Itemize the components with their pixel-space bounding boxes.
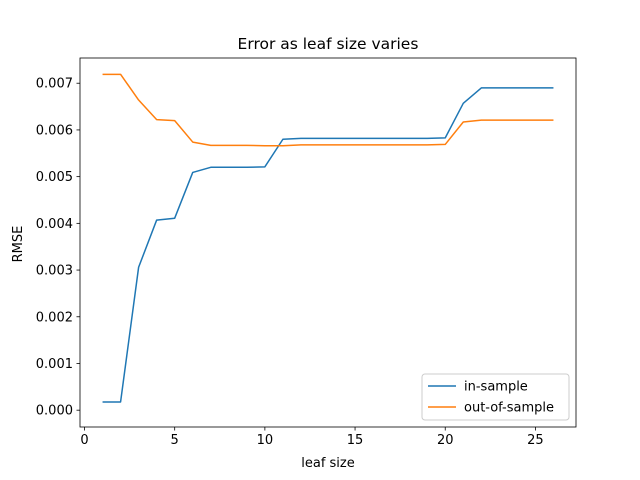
data-point-in-sample-7 [209,166,212,169]
y-tick-label-2: 0.002 [36,310,73,325]
x-tick-label-20: 20 [437,433,454,448]
data-point-in-sample-2 [119,400,122,403]
data-point-in-sample-10 [263,165,266,168]
y-tick-label-0: 0.000 [36,404,73,419]
data-point-in-sample-18 [408,137,411,140]
data-point-out-of-sample-5 [173,119,176,122]
data-point-in-sample-19 [426,137,429,140]
data-point-out-of-sample-2 [119,73,122,76]
data-point-in-sample-12 [299,137,302,140]
data-point-out-of-sample-25 [534,119,537,122]
plot-area: 0 5 10 15 20 25 0.000 0.001 0.002 0.003 0.004 0.005… [36,57,577,448]
series-line-out-of-sample [102,73,554,147]
data-point-in-sample-23 [498,86,501,89]
x-tick-label-15: 15 [347,433,364,448]
data-point-in-sample-25 [534,86,537,89]
data-point-out-of-sample-15 [354,143,357,146]
data-point-in-sample-16 [372,137,375,140]
series-line-in-sample [102,87,554,403]
data-point-in-sample-24 [516,86,519,89]
data-point-in-sample-20 [444,136,447,139]
data-point-out-of-sample-16 [372,143,375,146]
legend-box [421,373,570,421]
data-point-out-of-sample-13 [317,143,320,146]
data-point-out-of-sample-9 [245,144,248,147]
data-point-out-of-sample-12 [299,143,302,146]
x-tick-label-25: 25 [527,433,544,448]
data-point-out-of-sample-1 [101,73,104,76]
data-point-in-sample-22 [480,86,483,89]
y-tick-label-5: 0.005 [36,170,73,185]
axes-frame [79,57,577,428]
data-point-out-of-sample-24 [516,119,519,122]
data-point-out-of-sample-19 [426,143,429,146]
data-point-in-sample-11 [281,138,284,141]
chart-title: Error as leaf size varies [238,35,419,53]
y-axis-label: RMSE [11,226,26,263]
x-tick-label-0: 0 [80,433,88,448]
x-axis-label: leaf size [301,456,355,471]
y-tick-label-4: 0.004 [36,217,73,232]
legend: in-sample out-of-sample [421,373,570,421]
x-tick-label-5: 5 [171,433,179,448]
y-tick-label-3: 0.003 [36,264,73,279]
data-point-out-of-sample-17 [390,143,393,146]
data-point-in-sample-14 [336,137,339,140]
data-point-out-of-sample-6 [191,141,194,144]
data-point-out-of-sample-7 [209,144,212,147]
y-tick-label-1: 0.001 [36,357,73,372]
data-point-in-sample-5 [173,217,176,220]
y-tick-label-6: 0.006 [36,123,73,138]
data-point-out-of-sample-14 [336,143,339,146]
data-point-in-sample-8 [227,166,230,169]
data-point-in-sample-4 [155,219,158,222]
data-point-in-sample-17 [390,137,393,140]
data-point-in-sample-3 [137,266,140,269]
data-point-in-sample-1 [101,400,104,403]
data-point-in-sample-13 [317,137,320,140]
legend-label-in-sample: in-sample [464,380,528,395]
data-point-in-sample-26 [552,86,555,89]
data-point-out-of-sample-20 [444,143,447,146]
data-point-in-sample-15 [354,137,357,140]
data-point-in-sample-9 [245,166,248,169]
y-tick-label-7: 0.007 [36,77,73,92]
data-point-in-sample-21 [462,102,465,105]
data-point-out-of-sample-26 [552,119,555,122]
data-point-out-of-sample-22 [480,119,483,122]
data-point-in-sample-6 [191,171,194,174]
data-point-out-of-sample-11 [281,144,284,147]
x-tick-label-10: 10 [257,433,274,448]
data-point-out-of-sample-18 [408,143,411,146]
data-point-out-of-sample-21 [462,120,465,123]
data-point-out-of-sample-4 [155,118,158,121]
data-point-out-of-sample-8 [227,144,230,147]
data-point-out-of-sample-23 [498,119,501,122]
data-point-out-of-sample-3 [137,99,140,102]
data-point-out-of-sample-10 [263,144,266,147]
legend-label-out-of-sample: out-of-sample [464,401,554,416]
